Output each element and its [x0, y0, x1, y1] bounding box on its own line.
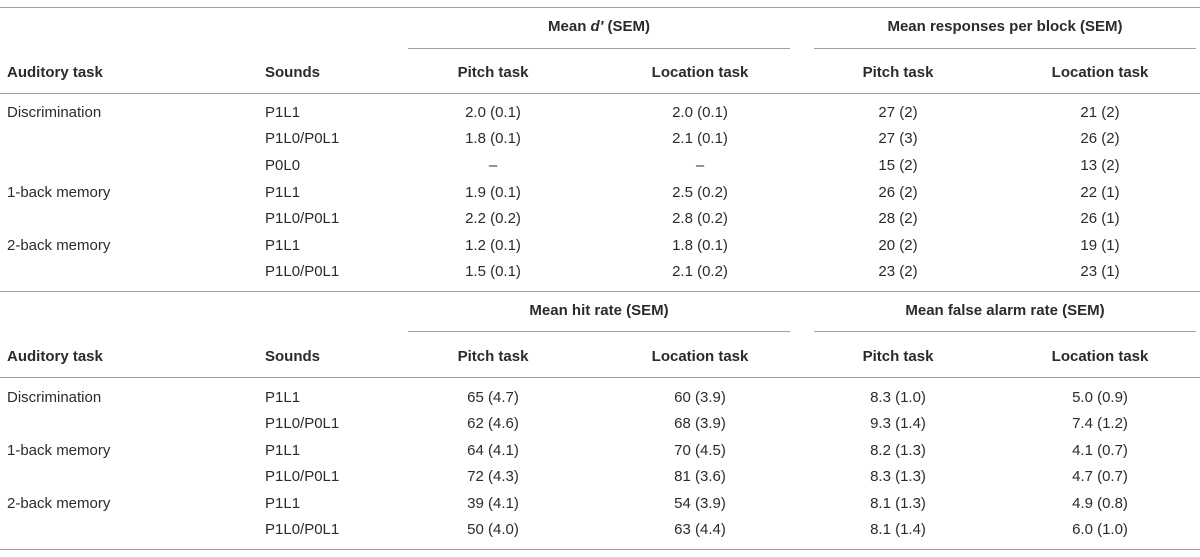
- value-cell: 4.1 (0.7): [1072, 442, 1128, 459]
- group-header-false-alarm: Mean false alarm rate (SEM): [905, 302, 1105, 319]
- value-cell: 2.8 (0.2): [672, 210, 728, 227]
- value-cell: –: [695, 157, 705, 174]
- value-cell: 8.2 (1.3): [870, 442, 926, 459]
- group-header-text: (SEM): [603, 18, 650, 35]
- group-header-mean-dprime: Mean d′ (SEM): [548, 18, 650, 36]
- sounds-cell: P1L0/P0L1: [265, 263, 340, 280]
- value-cell: 15 (2): [878, 157, 918, 174]
- value-cell: 20 (2): [878, 237, 918, 254]
- value-cell: 81 (3.6): [674, 468, 726, 485]
- sounds-cell: P1L1: [265, 495, 301, 512]
- task-cell: Discrimination: [7, 104, 102, 121]
- task-cell: 1-back memory: [7, 442, 111, 459]
- sounds-cell: P1L0/P0L1: [265, 521, 340, 538]
- value-cell: 2.0 (0.1): [672, 104, 728, 121]
- sounds-cell: P0L0: [265, 157, 301, 174]
- value-cell: 70 (4.5): [674, 442, 726, 459]
- value-cell: 68 (3.9): [674, 415, 726, 432]
- value-cell: 50 (4.0): [467, 521, 519, 538]
- value-cell: 26 (2): [878, 184, 918, 201]
- value-cell: 4.7 (0.7): [1072, 468, 1128, 485]
- value-cell: 8.1 (1.4): [870, 521, 926, 538]
- value-cell: 2.5 (0.2): [672, 184, 728, 201]
- column-header: Location task: [1051, 348, 1149, 365]
- value-cell: 8.3 (1.3): [870, 468, 926, 485]
- column-header: Location task: [1051, 64, 1149, 81]
- column-header: Location task: [651, 348, 749, 365]
- value-cell: 8.1 (1.3): [870, 495, 926, 512]
- value-cell: 1.5 (0.1): [465, 263, 521, 280]
- value-cell: 60 (3.9): [674, 389, 726, 406]
- column-header: Pitch task: [457, 348, 529, 365]
- column-header: Pitch task: [862, 64, 934, 81]
- value-cell: 26 (2): [1080, 130, 1120, 147]
- section-divider: [0, 291, 1200, 292]
- column-header: Location task: [651, 64, 749, 81]
- value-cell: 1.9 (0.1): [465, 184, 521, 201]
- dprime-symbol: d′: [590, 18, 604, 35]
- value-cell: 27 (3): [878, 130, 918, 147]
- sounds-cell: P1L1: [265, 442, 301, 459]
- value-cell: 5.0 (0.9): [1072, 389, 1128, 406]
- sounds-cell: P1L0/P0L1: [265, 210, 340, 227]
- value-cell: 65 (4.7): [467, 389, 519, 406]
- value-cell: 1.8 (0.1): [465, 130, 521, 147]
- value-cell: 26 (1): [1080, 210, 1120, 227]
- column-header: Pitch task: [457, 64, 529, 81]
- value-cell: 72 (4.3): [467, 468, 519, 485]
- value-cell: 13 (2): [1080, 157, 1120, 174]
- value-cell: 2.1 (0.1): [672, 130, 728, 147]
- sounds-cell: P1L0/P0L1: [265, 130, 340, 147]
- group-header-responses: Mean responses per block (SEM): [887, 18, 1123, 35]
- task-cell: 1-back memory: [7, 184, 111, 201]
- value-cell: 1.8 (0.1): [672, 237, 728, 254]
- value-cell: 6.0 (1.0): [1072, 521, 1128, 538]
- sounds-cell: P1L1: [265, 104, 301, 121]
- value-cell: 4.9 (0.8): [1072, 495, 1128, 512]
- value-cell: 64 (4.1): [467, 442, 519, 459]
- value-cell: 39 (4.1): [467, 495, 519, 512]
- sounds-cell: P1L1: [265, 389, 301, 406]
- value-cell: 2.1 (0.2): [672, 263, 728, 280]
- value-cell: 23 (1): [1080, 263, 1120, 280]
- value-cell: 19 (1): [1080, 237, 1120, 254]
- column-header: Pitch task: [862, 348, 934, 365]
- value-cell: 2.2 (0.2): [465, 210, 521, 227]
- value-cell: 2.0 (0.1): [465, 104, 521, 121]
- header-rule: [0, 377, 1200, 378]
- value-cell: 23 (2): [878, 263, 918, 280]
- sounds-cell: P1L1: [265, 237, 301, 254]
- sounds-cell: P1L0/P0L1: [265, 415, 340, 432]
- sounds-cell: P1L0/P0L1: [265, 468, 340, 485]
- group-header-text: Mean: [548, 18, 591, 35]
- column-header: Sounds: [265, 64, 320, 81]
- group2-underline: [814, 48, 1196, 49]
- value-cell: 1.2 (0.1): [465, 237, 521, 254]
- value-cell: 54 (3.9): [674, 495, 726, 512]
- group-header-hit-rate: Mean hit rate (SEM): [529, 302, 669, 319]
- column-header: Auditory task: [7, 348, 103, 365]
- column-header: Sounds: [265, 348, 320, 365]
- task-cell: 2-back memory: [7, 237, 111, 254]
- group2-underline: [814, 331, 1196, 332]
- value-cell: 28 (2): [878, 210, 918, 227]
- sounds-cell: P1L1: [265, 184, 301, 201]
- value-cell: 27 (2): [878, 104, 918, 121]
- value-cell: 21 (2): [1080, 104, 1120, 121]
- value-cell: 7.4 (1.2): [1072, 415, 1128, 432]
- group1-underline: [408, 48, 790, 49]
- task-cell: Discrimination: [7, 389, 102, 406]
- group1-underline: [408, 331, 790, 332]
- bottom-rule: [0, 549, 1200, 550]
- value-cell: 63 (4.4): [674, 521, 726, 538]
- task-cell: 2-back memory: [7, 495, 111, 512]
- value-cell: –: [488, 157, 498, 174]
- value-cell: 62 (4.6): [467, 415, 519, 432]
- value-cell: 9.3 (1.4): [870, 415, 926, 432]
- column-header: Auditory task: [7, 64, 103, 81]
- value-cell: 8.3 (1.0): [870, 389, 926, 406]
- header-rule: [0, 93, 1200, 94]
- value-cell: 22 (1): [1080, 184, 1120, 201]
- top-rule: [0, 7, 1200, 8]
